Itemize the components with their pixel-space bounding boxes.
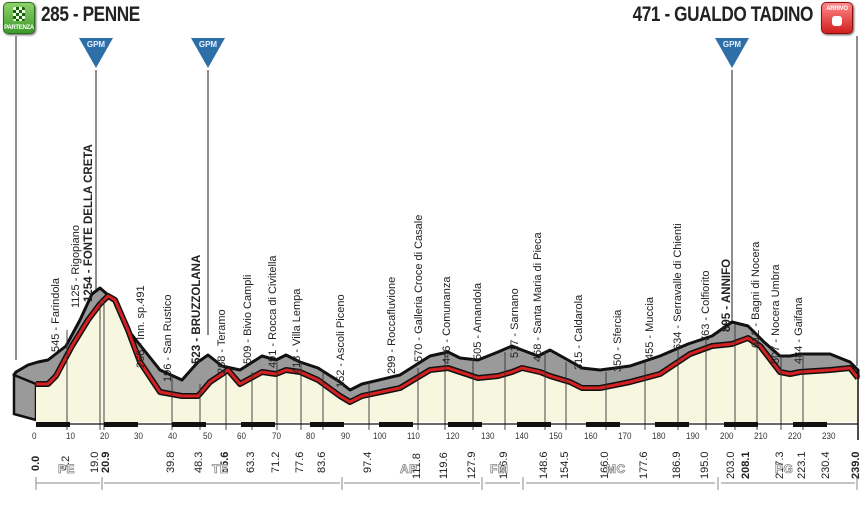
finish-title: 471 - GUALDO TADINO	[632, 3, 814, 26]
km-label: 177.6	[638, 451, 650, 479]
waypoint-label-bagni-di-nocera: 612 - Bagni di Nocera	[750, 241, 762, 348]
km-label: 0.0	[30, 455, 42, 471]
km-label: 154.5	[559, 451, 571, 479]
gpm-label: GPM	[86, 40, 106, 49]
tick: 100	[373, 431, 387, 442]
waypoint-label-inn-sp491: 268 - Inn. sp.491	[135, 285, 147, 368]
tick: 200	[720, 431, 734, 442]
km-label: 63.3	[245, 451, 257, 473]
km-label: 127.9	[466, 451, 478, 479]
gpm-marker-fonte-della-creta: GPM	[79, 38, 113, 68]
km-label: 239.0	[850, 451, 862, 479]
tick: 0	[32, 431, 37, 442]
waypoint-label-serravalle-di-chienti: 634 - Serravalle di Chienti	[672, 223, 684, 350]
tick: 90	[341, 431, 350, 442]
waypoint-label-galleria-croce-di-casale: 570 - Galleria Croce di Casale	[413, 214, 425, 362]
start-title: 285 - PENNE	[41, 3, 140, 26]
gpm-triangle-icon	[79, 38, 113, 68]
waypoint-label-nocera-umbra: 507 - Nocera Umbra	[770, 264, 782, 364]
tick: 120	[446, 431, 460, 442]
waypoint-label-san-rustico: 196 - San Rustico	[162, 294, 174, 382]
tick: 130	[481, 431, 495, 442]
km-label: 39.8	[165, 451, 177, 473]
gpm-triangle-icon	[715, 38, 749, 68]
tick: 20	[100, 431, 109, 442]
waypoint-label-teramo: 268 - Teramo	[216, 309, 228, 374]
tick: 140	[515, 431, 529, 442]
waypoint-label-rigopiano: 1125 - Rigopiano	[70, 225, 82, 308]
waypoint-label-gaifana: 484 - Gaifana	[793, 297, 805, 364]
waypoint-label-santa-maria-di-pieca: 468 - Santa Maria di Pieca	[532, 232, 544, 362]
km-label: 97.4	[362, 451, 374, 473]
tick: 10	[66, 431, 75, 442]
start-flag-icon	[13, 7, 25, 21]
waypoint-label-caldarola: 315 - Caldarola	[573, 294, 585, 370]
tick: 190	[686, 431, 700, 442]
waypoint-label-bruzzolana: 523 - BRUZZOLANA	[191, 254, 203, 364]
km-label: 195.0	[699, 451, 711, 479]
start-badge: PARTENZA	[3, 2, 35, 34]
finish-badge-label: ARRIVO	[826, 6, 848, 12]
km-label: 148.6	[538, 451, 550, 479]
region-label: AP	[400, 462, 418, 477]
km-label: 208.1	[740, 451, 752, 479]
gpm-label: GPM	[198, 40, 218, 49]
waypoint-label-amandola: 505 - Amandola	[472, 282, 484, 360]
km-label: 230.4	[820, 451, 832, 479]
km-label: 77.6	[294, 451, 306, 473]
km-label: 83.6	[316, 451, 328, 473]
km-label: 48.3	[193, 451, 205, 473]
waypoint-label-comunanza: 446 - Comunanza	[441, 276, 453, 364]
tick: 220	[788, 431, 802, 442]
tick: 110	[407, 431, 420, 442]
waypoint-label-colfiorito: 763 - Colfiorito	[700, 270, 712, 342]
tick: 180	[652, 431, 666, 442]
km-label: 119.6	[438, 452, 450, 479]
gpm-marker-annifo: GPM	[715, 38, 749, 68]
finish-badge: ARRIVO	[821, 2, 853, 34]
finish-icon	[832, 16, 842, 26]
tick: 160	[584, 431, 598, 442]
start-badge-label: PARTENZA	[4, 25, 34, 31]
km-label: 71.2	[270, 451, 282, 473]
waypoint-label-villa-lempa: 418 - Villa Lempa	[291, 288, 303, 374]
waypoint-label-rocca-di-civitella: 491 - Rocca di Civitella	[267, 255, 279, 368]
waypoint-label-bivio-campli: 509 - Bivio Campli	[242, 274, 254, 364]
km-label: 203.0	[725, 451, 737, 479]
gpm-marker-bruzzolana: GPM	[191, 38, 225, 68]
waypoint-label-fonte-della-creta: 1254 - FONTE DELLA CRETA	[83, 144, 95, 302]
tick: 230	[822, 431, 836, 442]
region-label: FM	[490, 462, 509, 477]
waypoint-label-muccia: 455 - Muccia	[644, 297, 656, 360]
tick: 210	[754, 431, 768, 442]
km-label: 223.1	[796, 451, 808, 479]
tick: 30	[134, 431, 143, 442]
waypoint-label-farindola: 545 - Farindola	[50, 278, 62, 352]
waypoint-label-sarnano: 517 - Sarnano	[509, 288, 521, 358]
waypoint-label-sfercia: 350 - Sfercia	[612, 309, 624, 372]
region-label: MC	[606, 462, 626, 477]
km-label: 20.9	[100, 451, 112, 473]
tick: 60	[237, 431, 246, 442]
tick: 70	[272, 431, 281, 442]
tick: 170	[618, 431, 632, 442]
region-label: PG	[775, 462, 794, 477]
tick: 50	[203, 431, 212, 442]
tick: 80	[306, 431, 315, 442]
tick: 150	[549, 431, 563, 442]
region-label: PE	[58, 462, 76, 477]
region-label: TE	[212, 462, 229, 477]
km-label: 186.9	[671, 451, 683, 479]
gpm-triangle-icon	[191, 38, 225, 68]
waypoint-label-ascoli-piceno: 152 - Ascoli Piceno	[335, 294, 347, 388]
waypoint-label-roccafluvione: 299 - Roccafluvione	[386, 276, 398, 374]
waypoint-label-annifo: 895 - ANNIFO	[721, 258, 733, 332]
gpm-label: GPM	[722, 40, 742, 49]
tick: 40	[168, 431, 177, 442]
